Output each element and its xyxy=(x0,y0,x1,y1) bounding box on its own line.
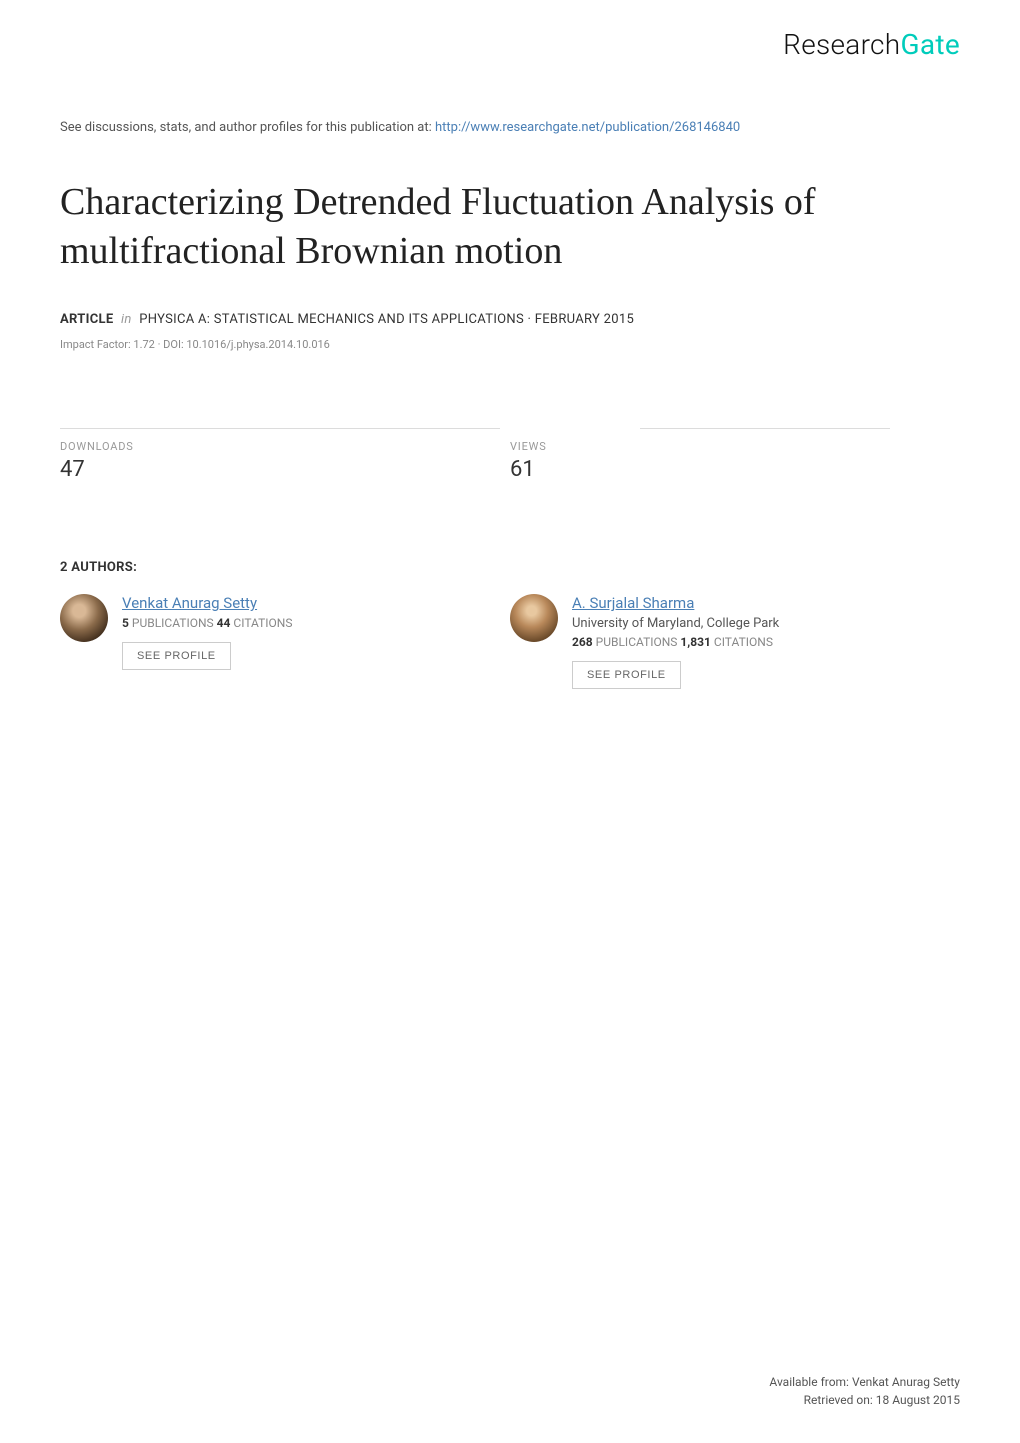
authors-heading: 2 AUTHORS: xyxy=(60,560,137,575)
footer-retrieved-on: Retrieved on: 18 August 2015 xyxy=(769,1391,960,1409)
cits-count: 44 xyxy=(217,616,231,630)
downloads-value: 47 xyxy=(60,457,510,482)
authors-row: Venkat Anurag Setty 5 PUBLICATIONS 44 CI… xyxy=(60,594,960,689)
pubs-count: 268 xyxy=(572,635,593,649)
pubs-count: 5 xyxy=(122,616,129,630)
footer-available-from: Available from: Venkat Anurag Setty xyxy=(769,1373,960,1391)
pubs-label: PUBLICATIONS xyxy=(129,616,217,630)
see-profile-button[interactable]: SEE PROFILE xyxy=(572,661,681,689)
divider xyxy=(640,428,890,429)
author-name-link[interactable]: A. Surjalal Sharma xyxy=(572,594,779,612)
author-stats: 268 PUBLICATIONS 1,831 CITATIONS xyxy=(572,635,779,649)
cits-label: CITATIONS xyxy=(230,616,292,630)
publication-meta: ARTICLE in PHYSICA A: STATISTICAL MECHAN… xyxy=(60,312,634,327)
author-card: Venkat Anurag Setty 5 PUBLICATIONS 44 CI… xyxy=(60,594,510,689)
cits-label: CITATIONS xyxy=(711,635,773,649)
pubs-label: PUBLICATIONS xyxy=(593,635,681,649)
author-name-link[interactable]: Venkat Anurag Setty xyxy=(122,594,292,612)
site-logo[interactable]: ResearchGate xyxy=(783,28,960,61)
publication-venue: PHYSICA A: STATISTICAL MECHANICS AND ITS… xyxy=(139,312,634,327)
see-profile-button[interactable]: SEE PROFILE xyxy=(122,642,231,670)
downloads-label: DOWNLOADS xyxy=(60,440,510,453)
in-label: in xyxy=(121,312,132,327)
avatar[interactable] xyxy=(510,594,558,642)
footer: Available from: Venkat Anurag Setty Retr… xyxy=(769,1373,960,1409)
avatar[interactable] xyxy=(60,594,108,642)
views-value: 61 xyxy=(510,457,960,482)
author-affiliation: University of Maryland, College Park xyxy=(572,616,779,631)
author-card: A. Surjalal Sharma University of Marylan… xyxy=(510,594,960,689)
discussion-line: See discussions, stats, and author profi… xyxy=(60,120,740,135)
views-label: VIEWS xyxy=(510,440,960,453)
publication-title: Characterizing Detrended Fluctuation Ana… xyxy=(60,178,960,275)
views-block: VIEWS 61 xyxy=(510,440,960,482)
publication-link[interactable]: http://www.researchgate.net/publication/… xyxy=(435,120,740,135)
impact-doi: Impact Factor: 1.72 · DOI: 10.1016/j.phy… xyxy=(60,338,330,351)
cits-count: 1,831 xyxy=(680,635,711,649)
discussion-prefix: See discussions, stats, and author profi… xyxy=(60,120,435,135)
logo-part1: Research xyxy=(783,28,900,61)
logo-part2: Gate xyxy=(900,28,960,61)
author-stats: 5 PUBLICATIONS 44 CITATIONS xyxy=(122,616,292,630)
publication-type: ARTICLE xyxy=(60,312,114,327)
downloads-block: DOWNLOADS 47 xyxy=(60,440,510,482)
stats-row: DOWNLOADS 47 VIEWS 61 xyxy=(60,440,960,482)
divider xyxy=(60,428,500,429)
